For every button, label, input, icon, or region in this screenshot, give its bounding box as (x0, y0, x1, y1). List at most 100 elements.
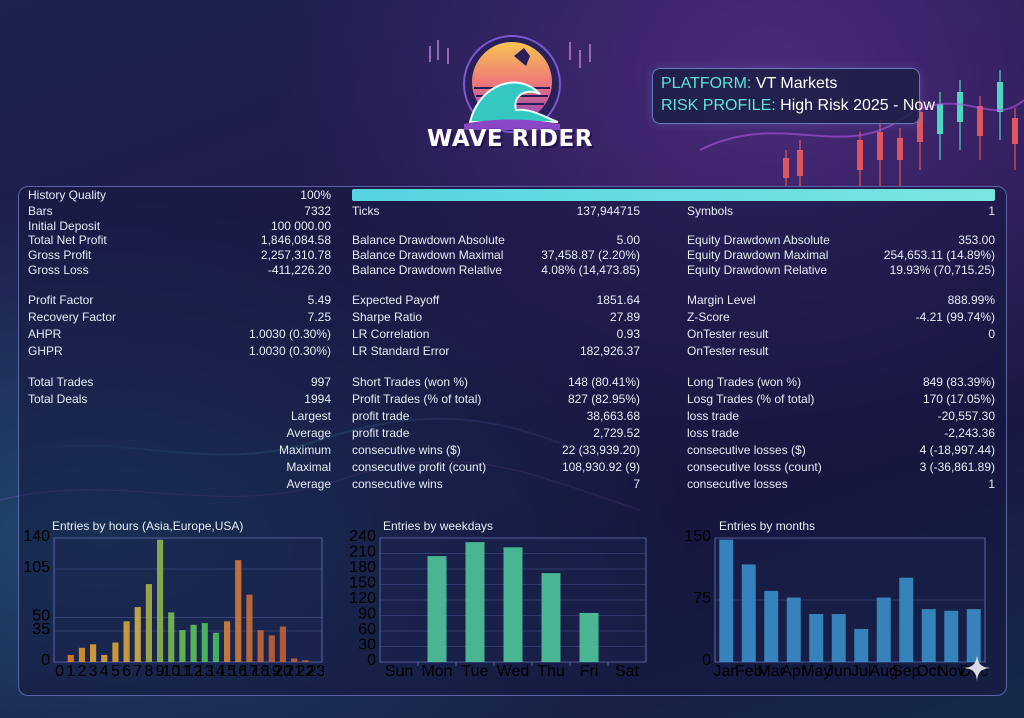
bar (123, 621, 130, 662)
x-tick-label: 15 (218, 663, 236, 680)
stat-row-label: Largest (290, 409, 331, 423)
bar (291, 658, 298, 662)
stat-row-label: Average (286, 477, 331, 491)
bar (201, 623, 208, 662)
stat-label: OnTester result (687, 344, 769, 358)
bar (246, 594, 253, 662)
stat-value: 170 (17.05%) (922, 392, 995, 406)
stat-label: consecutive losses (687, 477, 788, 491)
y-tick-label: 240 (350, 530, 376, 545)
x-tick-label: Sun (385, 663, 413, 680)
stat-label: OnTester result (687, 327, 769, 341)
x-tick-label: 6 (122, 663, 131, 680)
x-tick-label: Jun (826, 663, 852, 680)
stat-label: profit trade (352, 409, 410, 423)
bar (764, 590, 779, 662)
stat-value: 38,663.68 (586, 409, 640, 423)
stat-label: Gross Loss (28, 263, 89, 277)
stat-row-label: Average (286, 426, 331, 440)
bar (67, 654, 74, 662)
stat-value: 27.89 (609, 310, 640, 324)
x-tick-label: Sep (892, 663, 921, 680)
bar (101, 654, 108, 662)
platform-line: PLATFORM: VT Markets (661, 75, 837, 93)
stat-value: 5.00 (616, 233, 640, 247)
history-quality-bar (352, 189, 995, 201)
stat-label: consecutive wins ($) (352, 443, 461, 457)
months-chart-title: Entries by months (719, 519, 816, 533)
stat-label: Z-Score (687, 310, 730, 324)
stat-value: 7332 (304, 204, 331, 218)
stat-label: GHPR (28, 344, 63, 358)
bar (145, 584, 152, 662)
bar (741, 564, 756, 662)
risk-profile-value: High Risk 2025 - Now (780, 97, 935, 114)
stat-value: 4 (-18,997.44) (919, 443, 995, 457)
platform-key: PLATFORM: (661, 75, 752, 92)
stat-label: consecutive losses ($) (687, 443, 806, 457)
bar (190, 624, 197, 662)
x-tick-label: 23 (308, 663, 324, 680)
y-tick-label: 90 (358, 606, 376, 623)
stat-value: -4.21 (99.74%) (915, 310, 995, 324)
stat-label: consecutive wins (352, 477, 443, 491)
x-tick-label: 5 (111, 663, 120, 680)
x-tick-label: Mon (421, 663, 452, 680)
x-tick-label: Aug (870, 663, 898, 680)
stat-label: loss trade (687, 409, 740, 423)
x-tick-label: Wed (497, 663, 530, 680)
stat-label: History Quality (28, 188, 107, 202)
bar (786, 597, 801, 662)
logo-title: WAVE RIDER (427, 126, 593, 152)
x-tick-label: 19 (263, 663, 281, 680)
y-tick-label: 0 (41, 652, 50, 669)
y-tick-label: 210 (350, 544, 376, 561)
stat-label: Losg Trades (% of total) (687, 392, 815, 406)
stat-value: 100% (300, 188, 331, 202)
bar (302, 660, 309, 662)
stat-label: Total Net Profit (28, 233, 107, 247)
y-tick-label: 75 (693, 590, 711, 607)
stat-label: Margin Level (687, 293, 756, 307)
bar (719, 539, 734, 662)
x-tick-label: Nov (937, 663, 965, 680)
platform-info-box: PLATFORM: VT Markets RISK PROFILE: High … (652, 68, 935, 124)
stat-label: AHPR (28, 327, 62, 341)
stat-value: 849 (83.39%) (922, 375, 995, 389)
x-tick-label: 4 (100, 663, 109, 680)
y-tick-label: 35 (32, 621, 50, 638)
x-tick-label: Jul (851, 663, 871, 680)
stat-value: 4.08% (14,473.85) (541, 263, 640, 277)
y-tick-label: 105 (24, 559, 50, 576)
x-tick-label: Thu (537, 663, 565, 680)
x-tick-label: Jan (713, 663, 739, 680)
stat-value: -2,243.36 (944, 426, 995, 440)
bar (854, 628, 869, 662)
risk-profile-line: RISK PROFILE: High Risk 2025 - Now (661, 97, 935, 115)
y-tick-label: 150 (685, 530, 711, 545)
x-tick-label: 17 (241, 663, 259, 680)
bar (944, 610, 959, 662)
stat-label: Recovery Factor (28, 310, 117, 324)
stat-label: LR Standard Error (352, 344, 450, 358)
stat-label: Short Trades (won %) (352, 375, 469, 389)
x-tick-label: 21 (285, 663, 303, 680)
entries-by-months-chart: 075150JanFebMarAprMayJunJulAugSepOctNovD… (685, 530, 988, 680)
stat-label: Long Trades (won %) (687, 375, 802, 389)
stat-value: 254,653.11 (14.89%) (883, 248, 995, 262)
bar (112, 642, 119, 662)
platform-value: VT Markets (755, 75, 838, 92)
x-tick-label: 0 (55, 663, 64, 680)
x-tick-label: May (801, 663, 831, 680)
stat-label: Gross Profit (28, 248, 92, 262)
x-tick-label: Oct (916, 663, 941, 680)
stat-value: 7 (633, 477, 640, 491)
stat-row-label: Maximal (286, 460, 331, 474)
x-tick-label: Fri (580, 663, 599, 680)
stat-label: Equity Drawdown Absolute (687, 233, 830, 247)
x-tick-label: 8 (144, 663, 153, 680)
x-tick-label: 3 (89, 663, 98, 680)
stat-value: 148 (80.41%) (567, 375, 640, 389)
bar (78, 647, 85, 662)
x-tick-label: Mar (757, 663, 785, 680)
